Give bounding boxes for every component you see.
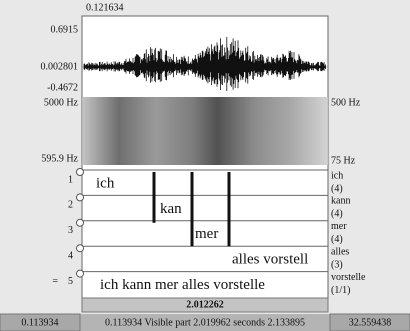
pitch-min: 75 Hz [331, 155, 356, 166]
selection-duration: 2.012262 [186, 299, 224, 310]
tier-name: vorstelle [331, 272, 366, 283]
textgrid-editor: 0.121634 0.6915 0.002801 -0.4672 5000 Hz… [0, 0, 410, 331]
amplitude-min: -0.4672 [47, 82, 78, 93]
interval-label: mer [195, 226, 218, 242]
spectrogram-max: 5000 Hz [44, 97, 79, 108]
tier-name: alles [331, 246, 349, 257]
tier-count: (3) [331, 259, 343, 270]
tier-count: (4) [331, 234, 343, 245]
amplitude-max: 0.6915 [51, 24, 79, 35]
status-left: 0.113934 [21, 317, 58, 328]
interval-label: ich kann mer alles vorstelle [100, 277, 265, 293]
interval-label: ich [96, 175, 115, 191]
tier-count: (4) [331, 183, 343, 194]
spectrogram [82, 97, 328, 165]
time-label: 0.121634 [86, 2, 124, 13]
tier-count: (1/1) [331, 285, 350, 296]
tier-handle[interactable] [77, 270, 84, 277]
tier-handle[interactable] [77, 219, 84, 226]
tier-handle[interactable] [77, 194, 84, 201]
tier-number: 4 [68, 250, 73, 261]
tier-name: ich [331, 170, 343, 181]
spectrogram-min: 595.9 Hz [41, 153, 78, 164]
interval-label: alles vorstell [232, 252, 308, 268]
tier-name: mer [331, 221, 347, 232]
tier-handle[interactable] [77, 245, 84, 252]
interval-label: kan [160, 201, 182, 217]
tier-number: 3 [68, 225, 73, 236]
amplitude-mid: 0.002801 [41, 61, 79, 72]
status-right: 32.559438 [349, 317, 392, 328]
tier-handle[interactable] [77, 169, 84, 176]
pitch-max: 500 Hz [331, 97, 361, 108]
status-middle: 0.113934 Visible part 2.019962 seconds 2… [105, 317, 305, 328]
tier-name: kann [331, 196, 350, 207]
tier-number: 1 [68, 174, 73, 185]
tier-count: (4) [331, 209, 343, 220]
tier-number: 5 [68, 276, 73, 287]
tier-marker: = [52, 276, 58, 287]
tier-number: 2 [68, 200, 73, 211]
